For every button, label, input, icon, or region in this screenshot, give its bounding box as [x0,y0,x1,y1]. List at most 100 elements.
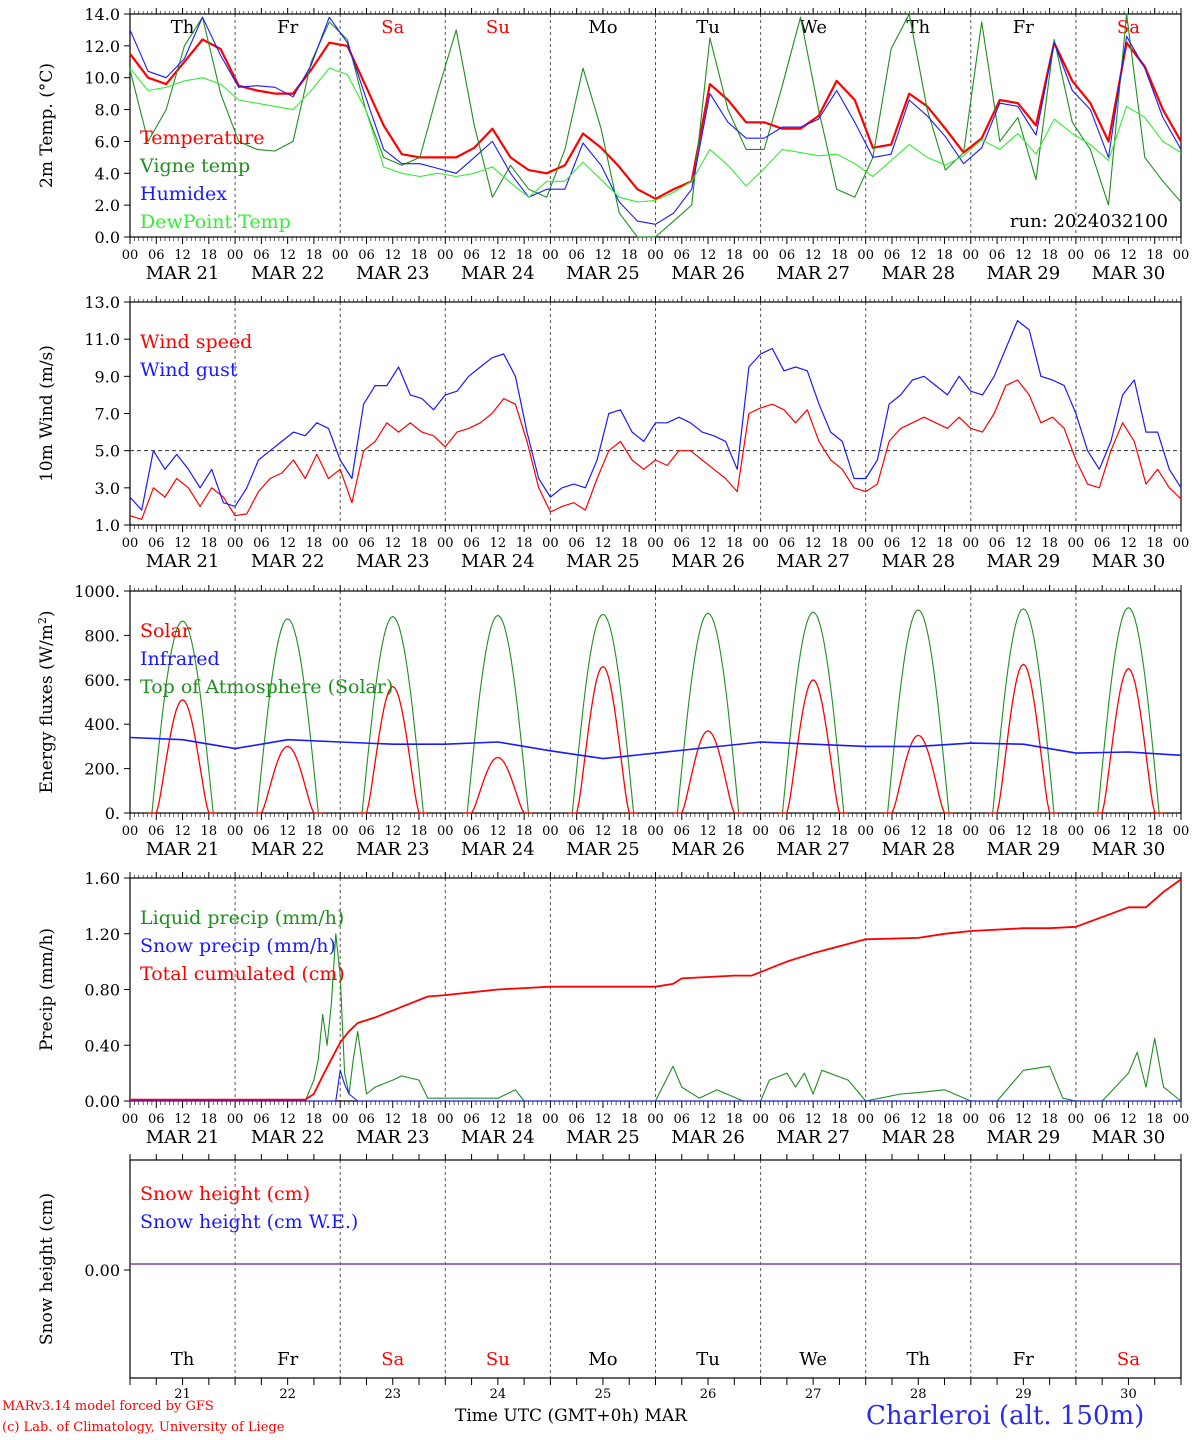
weekday-label-bottom: Th [906,1349,930,1370]
hour-label: 12 [805,536,822,551]
toa-solar-day [883,609,954,814]
hour-label: 18 [1146,536,1163,551]
y-tick-label: 3.0 [95,479,120,498]
hour-label: 06 [1094,536,1111,551]
y-tick-label: 9.0 [95,367,120,386]
y-tick-label: 10.0 [84,69,120,88]
hour-label: 18 [306,536,323,551]
hour-label: 06 [358,536,375,551]
hour-label: 12 [700,536,717,551]
solar-day [567,665,638,814]
hour-label: 18 [621,248,638,263]
legend-blue: Snow height (cm W.E.) [140,1211,358,1233]
hour-label: 00 [963,536,980,551]
y-tick-label: 1.20 [84,925,120,944]
hour-label: 18 [831,248,848,263]
hour-label: 18 [621,1112,638,1127]
hour-label: 18 [201,248,218,263]
temp-series-red [129,38,1182,200]
y-tick-label: 0.40 [84,1036,120,1055]
weekday-label: Sa [381,17,404,38]
hour-label: 12 [174,536,191,551]
hour-label: 06 [1094,824,1111,839]
hour-label: 18 [516,1112,533,1127]
hour-label: 06 [1094,248,1111,263]
hour-label: 18 [831,536,848,551]
hour-label: 00 [1068,1112,1085,1127]
day-number-label: 25 [595,1387,612,1402]
date-label: MAR 25 [566,551,640,572]
day-number-label: 29 [1015,1387,1032,1402]
date-label: MAR 27 [776,263,850,284]
date-label: MAR 24 [461,1127,535,1148]
date-label: MAR 28 [881,839,955,860]
legend-green: Top of Atmosphere (Solar) [140,676,393,698]
date-label: MAR 27 [776,1127,850,1148]
temp-series-lightgreen [129,67,1182,203]
hour-label: 06 [148,536,165,551]
hour-label: 00 [647,824,664,839]
hour-label: 18 [726,1112,743,1127]
y-axis-label: Precip (mm/h) [37,928,57,1051]
legend-red: Wind speed [140,331,252,353]
weekday-label-bottom: Mo [588,1349,617,1370]
hour-label: 06 [148,824,165,839]
date-label: MAR 23 [356,1127,430,1148]
y-tick-label: 14.0 [84,5,120,24]
hour-label: 18 [306,1112,323,1127]
hour-label: 00 [1068,536,1085,551]
weekday-label: Fr [277,17,298,38]
hour-label: 18 [621,824,638,839]
hour-label: 12 [595,248,612,263]
hour-label: 18 [516,824,533,839]
hour-label: 00 [1068,248,1085,263]
hour-label: 12 [805,1112,822,1127]
plot-frame [129,301,1182,526]
infrared-series [129,736,1182,760]
toa-solar-day [1093,607,1164,814]
hour-label: 06 [779,248,796,263]
date-label: MAR 28 [881,263,955,284]
weekday-label: We [799,17,827,38]
legend-green: Vigne temp [139,155,250,177]
y-axis-label: Snow height (cm) [37,1193,57,1345]
weekday-label-bottom: Su [486,1349,510,1370]
solar-day [883,734,954,814]
date-label: MAR 24 [461,839,535,860]
hour-label: 00 [857,1112,874,1127]
y-tick-label: 1.0 [95,516,120,535]
date-label: MAR 25 [566,263,640,284]
hour-label: 06 [989,248,1006,263]
date-label: MAR 21 [146,263,220,284]
hour-label: 00 [122,824,139,839]
weekday-label: Mo [588,17,617,38]
hour-label: 06 [779,824,796,839]
hour-label: 00 [1173,248,1190,263]
y-tick-label: 600. [84,671,120,690]
hour-label: 06 [463,536,480,551]
temp-series-blue [129,16,1182,225]
date-label: MAR 28 [881,551,955,572]
x-axis-month: MAR [644,1406,687,1426]
hour-label: 00 [437,536,454,551]
hour-label: 18 [1041,1112,1058,1127]
hour-label: 18 [831,824,848,839]
hour-label: 06 [674,1112,691,1127]
hour-label: 12 [384,536,401,551]
hour-label: 00 [542,536,559,551]
hour-label: 00 [437,824,454,839]
hour-label: 18 [726,824,743,839]
hour-label: 18 [1041,248,1058,263]
date-label: MAR 22 [251,839,325,860]
hour-label: 12 [1015,824,1032,839]
legend-blue: Infrared [140,648,220,670]
hour-label: 00 [542,248,559,263]
solar-day [673,730,744,814]
weekday-label: Su [486,17,510,38]
weekday-label-bottom: We [799,1349,827,1370]
y-tick-label: 0. [105,804,120,823]
hour-label: 18 [936,536,953,551]
hour-label: 12 [174,1112,191,1127]
day-number-label: 22 [279,1387,296,1402]
hour-label: 12 [595,824,612,839]
